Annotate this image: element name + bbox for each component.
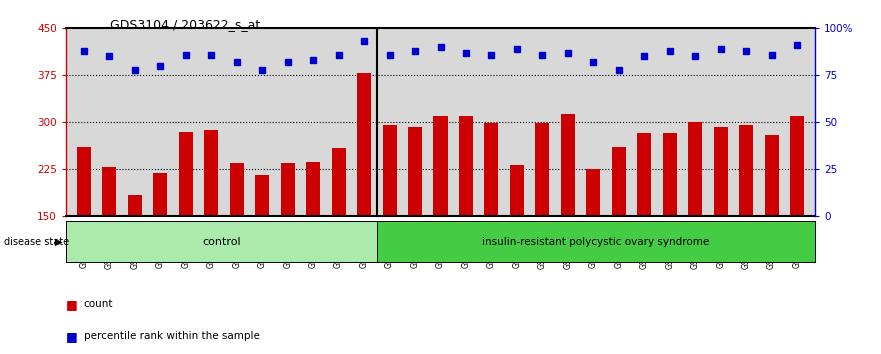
Text: ■: ■: [66, 298, 78, 311]
Bar: [459, 116, 473, 310]
Bar: [128, 195, 142, 310]
Bar: [204, 130, 218, 310]
Text: control: control: [202, 236, 241, 247]
Bar: [611, 147, 626, 310]
Bar: [153, 173, 167, 310]
Bar: [306, 161, 320, 310]
Text: count: count: [84, 299, 113, 309]
Bar: [637, 133, 651, 310]
Bar: [688, 122, 702, 310]
Text: ■: ■: [66, 330, 78, 343]
Bar: [408, 127, 422, 310]
Bar: [561, 114, 575, 310]
Text: disease state: disease state: [4, 236, 70, 247]
Bar: [179, 131, 193, 310]
Bar: [382, 125, 396, 310]
Bar: [281, 163, 294, 310]
Bar: [433, 116, 448, 310]
Bar: [485, 124, 499, 310]
Bar: [587, 169, 600, 310]
Bar: [510, 165, 524, 310]
Text: GDS3104 / 203622_s_at: GDS3104 / 203622_s_at: [110, 18, 261, 31]
Bar: [714, 127, 728, 310]
Bar: [331, 148, 345, 310]
Bar: [77, 147, 91, 310]
Bar: [739, 125, 753, 310]
Text: insulin-resistant polycystic ovary syndrome: insulin-resistant polycystic ovary syndr…: [482, 236, 709, 247]
Bar: [230, 163, 244, 310]
Bar: [357, 73, 371, 310]
Text: percentile rank within the sample: percentile rank within the sample: [84, 331, 260, 341]
Text: ▶: ▶: [55, 236, 63, 247]
Bar: [663, 133, 677, 310]
Bar: [536, 124, 550, 310]
Bar: [102, 167, 116, 310]
Bar: [765, 135, 779, 310]
Bar: [255, 175, 270, 310]
Bar: [790, 116, 804, 310]
